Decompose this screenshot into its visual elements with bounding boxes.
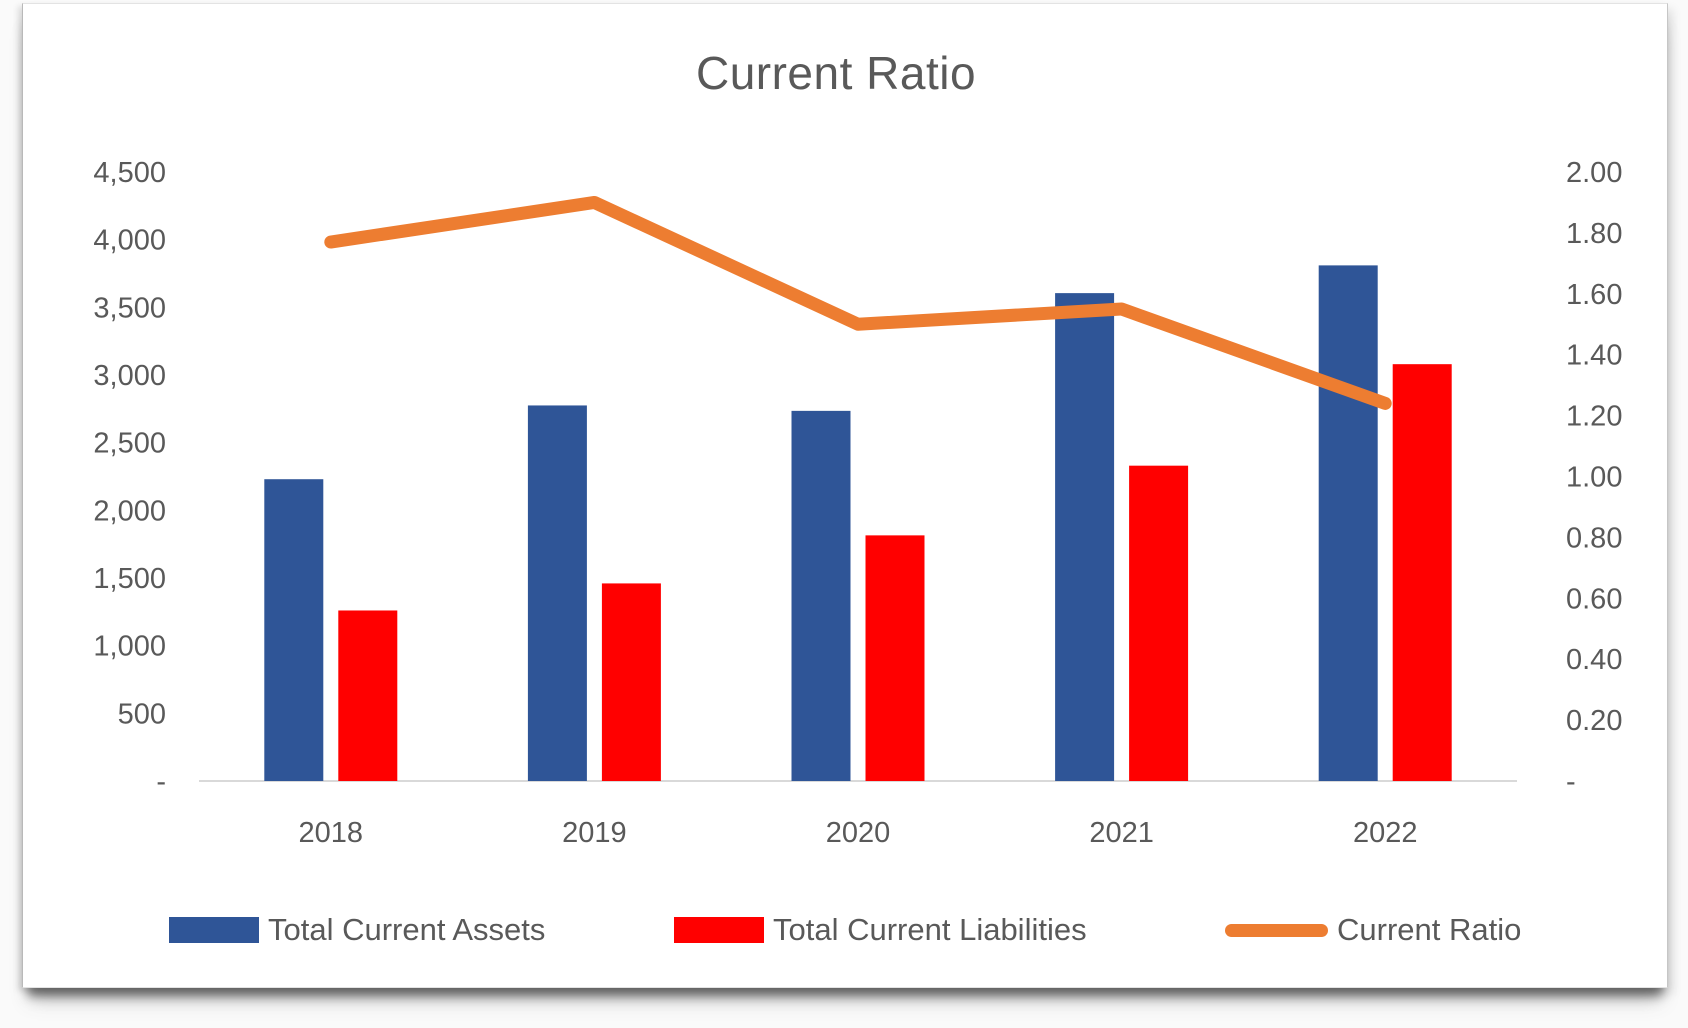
line-current-ratio xyxy=(324,195,1392,410)
chart-title: Current Ratio xyxy=(695,47,977,99)
left-axis-tick-4: 2,000 xyxy=(93,495,166,527)
chart-legend: Total Current Assets Total Current Liabi… xyxy=(23,908,1669,952)
legend-swatch-liabilities xyxy=(674,917,764,943)
right-axis-tick-3: 0.60 xyxy=(1566,583,1622,615)
right-axis-tick-5: 1.00 xyxy=(1566,462,1622,494)
right-axis-tick-6: 1.20 xyxy=(1566,401,1622,433)
legend-label-ratio: Current Ratio xyxy=(1337,912,1522,947)
bar-total-current-liabilities-2021 xyxy=(1129,465,1189,781)
x-axis-label-2021: 2021 xyxy=(1089,817,1154,849)
x-axis-label-2020: 2020 xyxy=(826,817,891,849)
right-axis-tick-8: 1.60 xyxy=(1566,279,1622,311)
bar-total-current-assets-2021 xyxy=(1055,293,1115,781)
right-axis-tick-2: 0.40 xyxy=(1566,644,1622,676)
left-axis-tick-9: 4,500 xyxy=(93,157,166,189)
bar-total-current-liabilities-2019 xyxy=(601,583,661,781)
bar-total-current-liabilities-2022 xyxy=(1392,364,1452,781)
left-axis-tick-8: 4,000 xyxy=(93,225,166,257)
left-axis-tick-0: - xyxy=(156,766,166,798)
bar-total-current-assets-2020 xyxy=(791,410,851,781)
left-axis-tick-5: 2,500 xyxy=(93,428,166,460)
x-axis-label-2022: 2022 xyxy=(1353,817,1418,849)
right-axis-tick-1: 0.20 xyxy=(1566,705,1622,737)
legend-swatch-assets xyxy=(169,917,259,943)
bar-total-current-assets-2019 xyxy=(527,405,587,781)
legend-swatch-ratio-line xyxy=(1225,923,1328,937)
x-axis-label-2018: 2018 xyxy=(299,817,364,849)
bar-total-current-assets-2022 xyxy=(1318,265,1378,781)
left-axis-tick-3: 1,500 xyxy=(93,563,166,595)
bar-total-current-assets-2018 xyxy=(264,479,324,781)
legend-label-assets: Total Current Assets xyxy=(268,912,546,947)
left-axis-tick-6: 3,000 xyxy=(93,360,166,392)
left-axis-tick-1: 500 xyxy=(118,698,166,730)
right-axis-tick-9: 1.80 xyxy=(1566,218,1622,250)
legend-label-liabilities: Total Current Liabilities xyxy=(773,912,1087,947)
left-axis-tick-7: 3,500 xyxy=(93,292,166,324)
legend-item-total-current-liabilities: Total Current Liabilities xyxy=(674,908,1087,952)
legend-item-current-ratio: Current Ratio xyxy=(1225,908,1521,952)
bar-total-current-liabilities-2020 xyxy=(865,535,925,781)
right-axis-tick-7: 1.40 xyxy=(1566,340,1622,372)
right-axis-tick-4: 0.80 xyxy=(1566,522,1622,554)
x-axis-label-2019: 2019 xyxy=(562,817,627,849)
legend-item-total-current-assets: Total Current Assets xyxy=(169,908,545,952)
bar-total-current-liabilities-2018 xyxy=(338,610,398,781)
right-axis-tick-0: - xyxy=(1566,766,1576,798)
chart-card: Current Ratio - 500 1,000 1,500 2,000 2,500 3,… xyxy=(22,3,1668,988)
right-axis-tick-10: 2.00 xyxy=(1566,157,1622,189)
combo-chart-plot-area: - 500 1,000 1,500 2,000 2,500 3,000 3,500 4,000 4… xyxy=(93,157,1622,849)
left-axis-tick-2: 1,000 xyxy=(93,631,166,663)
